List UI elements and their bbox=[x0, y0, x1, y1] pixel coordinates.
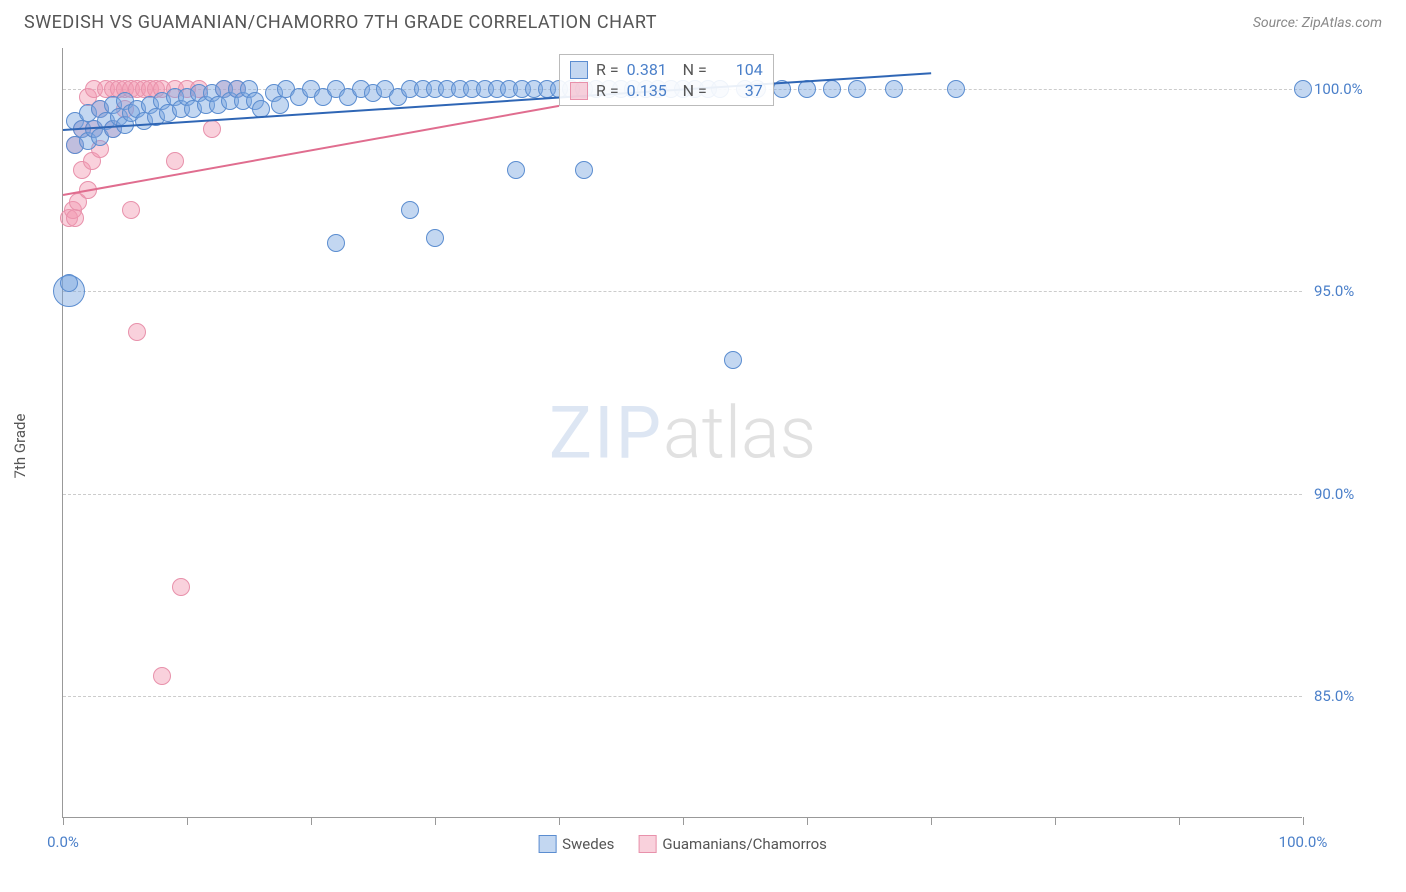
legend-swatch bbox=[570, 82, 588, 100]
stat-r-value: 0.381 bbox=[627, 60, 675, 79]
x-tick bbox=[559, 817, 560, 825]
watermark: ZIPatlas bbox=[549, 390, 816, 475]
legend-item: Guamanians/Chamorros bbox=[638, 835, 826, 853]
stat-r-label: R = bbox=[596, 81, 619, 100]
stat-n-value: 37 bbox=[715, 81, 763, 100]
data-point bbox=[575, 161, 593, 179]
data-point bbox=[1294, 80, 1312, 98]
gridline bbox=[63, 696, 1302, 697]
data-point bbox=[823, 80, 841, 98]
chart-title: SWEDISH VS GUAMANIAN/CHAMORRO 7TH GRADE … bbox=[24, 12, 657, 33]
data-point bbox=[166, 152, 184, 170]
x-tick bbox=[807, 817, 808, 825]
x-tick bbox=[931, 817, 932, 825]
data-point bbox=[947, 80, 965, 98]
data-point bbox=[401, 201, 419, 219]
data-point bbox=[60, 274, 78, 292]
data-point bbox=[724, 351, 742, 369]
legend: Swedes Guamanians/Chamorros bbox=[538, 835, 827, 853]
x-tick bbox=[63, 817, 64, 825]
stat-n-label: N = bbox=[683, 60, 707, 79]
x-tick-label: 100.0% bbox=[1279, 833, 1328, 851]
gridline bbox=[63, 291, 1302, 292]
y-axis-label: 7th Grade bbox=[11, 414, 29, 479]
data-point bbox=[128, 323, 146, 341]
stat-n-value: 104 bbox=[715, 60, 763, 79]
source-attribution: Source: ZipAtlas.com bbox=[1253, 15, 1382, 31]
x-tick bbox=[683, 817, 684, 825]
y-tick-label: 100.0% bbox=[1314, 80, 1394, 98]
stat-r-value: 0.135 bbox=[627, 81, 675, 100]
stat-n-label: N = bbox=[683, 81, 707, 100]
x-tick-label: 0.0% bbox=[47, 833, 79, 851]
x-tick bbox=[1179, 817, 1180, 825]
x-tick bbox=[435, 817, 436, 825]
x-tick bbox=[187, 817, 188, 825]
legend-swatch bbox=[570, 61, 588, 79]
stat-r-label: R = bbox=[596, 60, 619, 79]
data-point bbox=[122, 201, 140, 219]
stats-row: R = 0.381 N = 104 bbox=[570, 59, 763, 80]
y-tick-label: 95.0% bbox=[1314, 282, 1394, 300]
data-point bbox=[327, 234, 345, 252]
data-point bbox=[203, 120, 221, 138]
stats-row: R = 0.135 N = 37 bbox=[570, 80, 763, 101]
legend-label: Swedes bbox=[562, 835, 614, 853]
x-tick bbox=[1055, 817, 1056, 825]
source-label: Source: bbox=[1253, 15, 1298, 31]
y-tick-label: 85.0% bbox=[1314, 687, 1394, 705]
source-name: ZipAtlas.com bbox=[1302, 15, 1382, 31]
x-tick bbox=[1303, 817, 1304, 825]
data-point bbox=[153, 667, 171, 685]
legend-swatch bbox=[638, 835, 656, 853]
y-tick-label: 90.0% bbox=[1314, 485, 1394, 503]
data-point bbox=[271, 96, 289, 114]
legend-swatch bbox=[538, 835, 556, 853]
scatter-chart: ZIPatlas 85.0%90.0%95.0%100.0%0.0%100.0%… bbox=[62, 48, 1302, 818]
data-point bbox=[885, 80, 903, 98]
legend-item: Swedes bbox=[538, 835, 614, 853]
data-point bbox=[848, 80, 866, 98]
data-point bbox=[172, 578, 190, 596]
stats-box: R = 0.381 N = 104 R = 0.135 N = 37 bbox=[559, 54, 774, 106]
x-tick bbox=[311, 817, 312, 825]
data-point bbox=[66, 209, 84, 227]
watermark-atlas: atlas bbox=[663, 390, 816, 475]
data-point bbox=[507, 161, 525, 179]
gridline bbox=[63, 494, 1302, 495]
watermark-zip: ZIP bbox=[549, 390, 663, 475]
legend-label: Guamanians/Chamorros bbox=[662, 835, 826, 853]
data-point bbox=[426, 229, 444, 247]
